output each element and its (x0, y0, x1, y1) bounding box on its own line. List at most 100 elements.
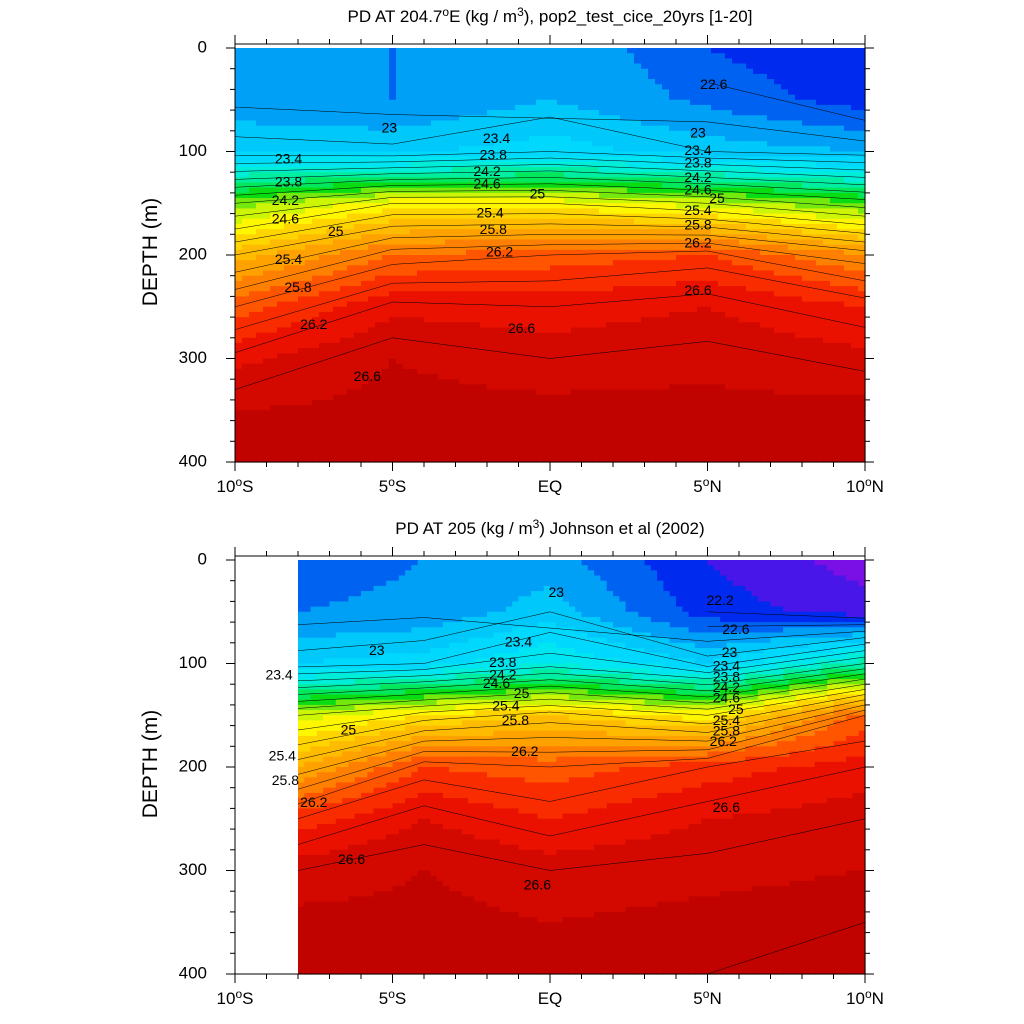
field-cell (641, 311, 649, 318)
field-cell (382, 399, 390, 406)
field-cell (410, 146, 418, 153)
field-cell (354, 53, 362, 59)
field-cell (326, 68, 334, 75)
field-cell (277, 223, 285, 230)
field-cell (284, 203, 292, 210)
field-cell (536, 291, 544, 297)
field-cell (480, 311, 488, 318)
field-cell (382, 177, 390, 184)
field-cell (235, 182, 243, 189)
field-cell (613, 234, 621, 241)
field-cell (284, 99, 292, 106)
field-cell (564, 198, 572, 204)
field-cell (333, 234, 341, 241)
field-cell (669, 58, 677, 65)
field-cell (417, 358, 425, 365)
field-cell (382, 332, 390, 339)
field-cell (270, 301, 278, 308)
field-cell (312, 420, 320, 427)
field-cell (634, 68, 642, 75)
field-cell (424, 306, 432, 313)
field-cell (627, 363, 635, 370)
field-cell (333, 348, 341, 354)
field-cell (662, 379, 670, 385)
field-cell (270, 451, 278, 458)
field-cell (410, 436, 418, 442)
field-cell (641, 68, 649, 75)
field-cell (333, 110, 341, 116)
field-cell (578, 420, 586, 427)
field-cell (291, 436, 299, 442)
field-cell (669, 110, 677, 116)
field-cell (501, 125, 509, 132)
field-cell (375, 89, 383, 96)
field-cell (445, 239, 453, 246)
field-cell (466, 379, 474, 385)
field-cell (249, 151, 257, 158)
field-cell (466, 249, 474, 256)
field-cell (242, 130, 250, 137)
field-cell (361, 48, 369, 54)
field-cell (529, 389, 537, 396)
field-cell (592, 363, 600, 370)
field-cell (501, 110, 509, 116)
field-cell (452, 192, 460, 199)
field-cell (620, 420, 628, 427)
field-cell (375, 167, 383, 173)
field-cell (396, 63, 404, 70)
field-cell (256, 135, 264, 142)
field-cell (284, 73, 292, 80)
field-cell (620, 332, 628, 339)
field-cell (662, 156, 670, 163)
field-cell (515, 104, 523, 111)
field-cell (634, 291, 642, 297)
field-cell (340, 311, 348, 318)
field-cell (578, 399, 586, 406)
field-cell (382, 410, 390, 417)
field-cell (634, 405, 642, 411)
field-cell (466, 286, 474, 292)
field-cell (347, 420, 355, 427)
field-cell (277, 239, 285, 246)
field-cell (487, 239, 495, 246)
field-cell (403, 187, 411, 194)
field-cell (410, 99, 418, 106)
field-cell (473, 94, 481, 101)
field-cell (473, 182, 481, 189)
field-cell (410, 332, 418, 339)
field-cell (424, 255, 432, 261)
field-cell (557, 348, 565, 354)
field-cell (473, 115, 481, 122)
field-cell (256, 415, 264, 422)
field-cell (606, 135, 614, 142)
field-cell (501, 410, 509, 417)
field-cell (319, 389, 327, 396)
field-cell (284, 265, 292, 272)
field-cell (431, 275, 439, 282)
field-cell (613, 53, 621, 59)
field-cell (466, 327, 474, 334)
field-cell (291, 151, 299, 158)
field-cell (606, 161, 614, 168)
field-cell (417, 425, 425, 432)
field-cell (501, 213, 509, 220)
field-cell (522, 291, 530, 297)
field-cell (375, 446, 383, 453)
field-cell (620, 172, 628, 178)
field-cell (305, 104, 313, 111)
field-cell (417, 384, 425, 391)
field-cell (445, 218, 453, 225)
field-cell (319, 353, 327, 360)
field-cell (270, 234, 278, 241)
field-cell (445, 342, 453, 349)
field-cell (473, 265, 481, 272)
field-cell (543, 48, 551, 54)
field-cell (382, 260, 390, 266)
field-cell (459, 405, 467, 411)
field-cell (249, 94, 257, 101)
field-cell (424, 358, 432, 365)
field-cell (585, 348, 593, 354)
field-cell (368, 270, 376, 277)
field-cell (277, 48, 285, 54)
field-cell (256, 182, 264, 189)
